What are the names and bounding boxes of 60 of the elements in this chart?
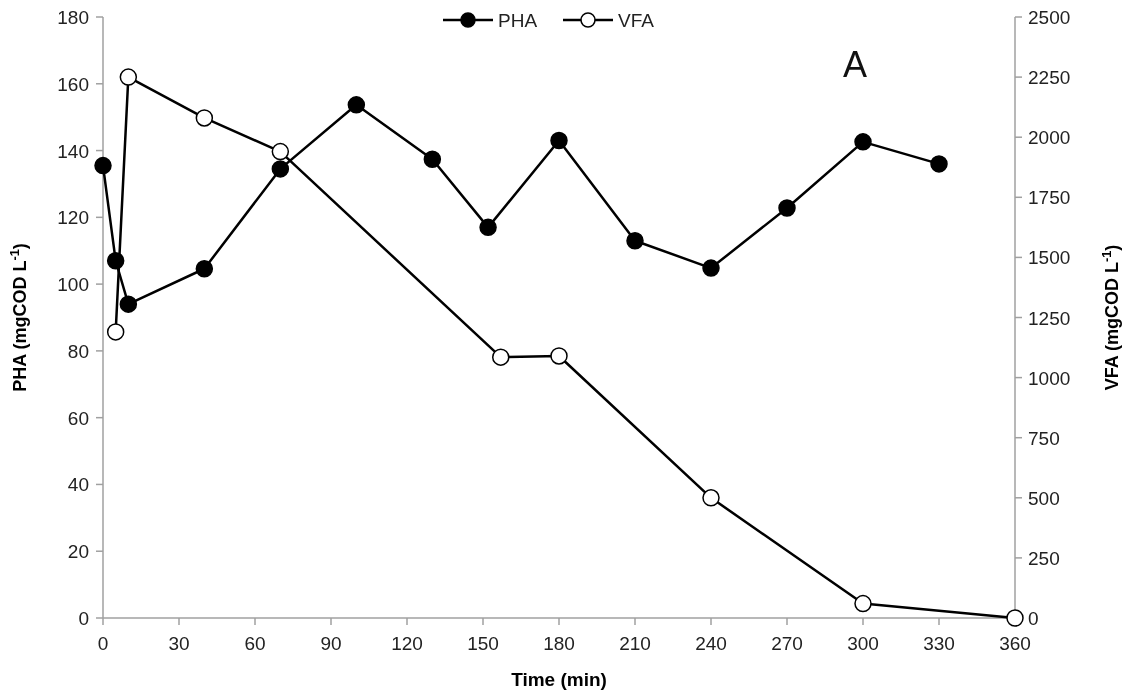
y-tick-label: 60 [67, 407, 89, 429]
point [1006, 609, 1024, 627]
legend-label: VFA [618, 10, 655, 31]
x-tick-label: 30 [168, 633, 190, 654]
legend-label: PHA [498, 10, 538, 31]
x-tick-label: 210 [619, 633, 651, 654]
x-tick-label: 240 [695, 633, 727, 654]
point [423, 150, 442, 168]
point [550, 131, 568, 150]
x-tick-label: 180 [543, 633, 575, 654]
point [479, 218, 497, 237]
point [119, 68, 138, 86]
y2-tick-label: 2500 [1028, 7, 1071, 28]
x-tick-label: 120 [391, 633, 423, 654]
annotation: A [842, 44, 868, 85]
point [271, 142, 290, 161]
y2-tick-label: 750 [1028, 427, 1060, 449]
y-tick-label: 120 [57, 207, 89, 229]
point [702, 259, 720, 277]
point [347, 96, 366, 114]
point [271, 160, 290, 178]
y2-tick-label: 1000 [1028, 367, 1071, 389]
y2-tick-label: 1500 [1028, 247, 1071, 269]
y-tick-label: 20 [67, 541, 89, 563]
point [854, 594, 872, 613]
point [106, 323, 125, 341]
y2-tick-label: 0 [1028, 608, 1039, 629]
x-tick-label: 90 [320, 633, 342, 654]
x-tick-label: 270 [771, 633, 803, 654]
y2-tick-label: 1250 [1028, 307, 1071, 329]
point [778, 199, 796, 217]
point [195, 109, 214, 127]
point [702, 489, 720, 507]
y-tick-label: 140 [57, 140, 89, 162]
y2-tick-label: 500 [1028, 487, 1060, 509]
x-tick-label: 360 [999, 633, 1031, 654]
x-tick-label: 150 [467, 633, 499, 654]
y-tick-label: 0 [78, 608, 89, 629]
x-tick-label: 300 [847, 633, 879, 654]
point [491, 348, 510, 366]
y2-tick-label: 1750 [1028, 187, 1071, 209]
point [195, 260, 214, 278]
x-tick-label: 60 [244, 633, 266, 654]
y-tick-label: 160 [57, 73, 89, 95]
y2-tick-label: 2250 [1028, 67, 1071, 89]
y-tick-label: 100 [57, 274, 89, 296]
point [930, 155, 948, 173]
y-tick-label: 40 [67, 474, 89, 496]
point [550, 347, 568, 365]
x-tick-label: 330 [923, 633, 955, 654]
y-tick-label: 180 [57, 7, 89, 28]
y2-tick-label: 2000 [1028, 127, 1071, 149]
x-axis-title: Time (min) [511, 669, 607, 690]
y-tick-label: 80 [67, 340, 89, 362]
point [626, 231, 644, 250]
y2-tick-label: 250 [1028, 547, 1060, 569]
point [854, 133, 872, 151]
point [119, 295, 138, 313]
x-tick-label: 0 [97, 633, 109, 654]
point [94, 156, 112, 175]
